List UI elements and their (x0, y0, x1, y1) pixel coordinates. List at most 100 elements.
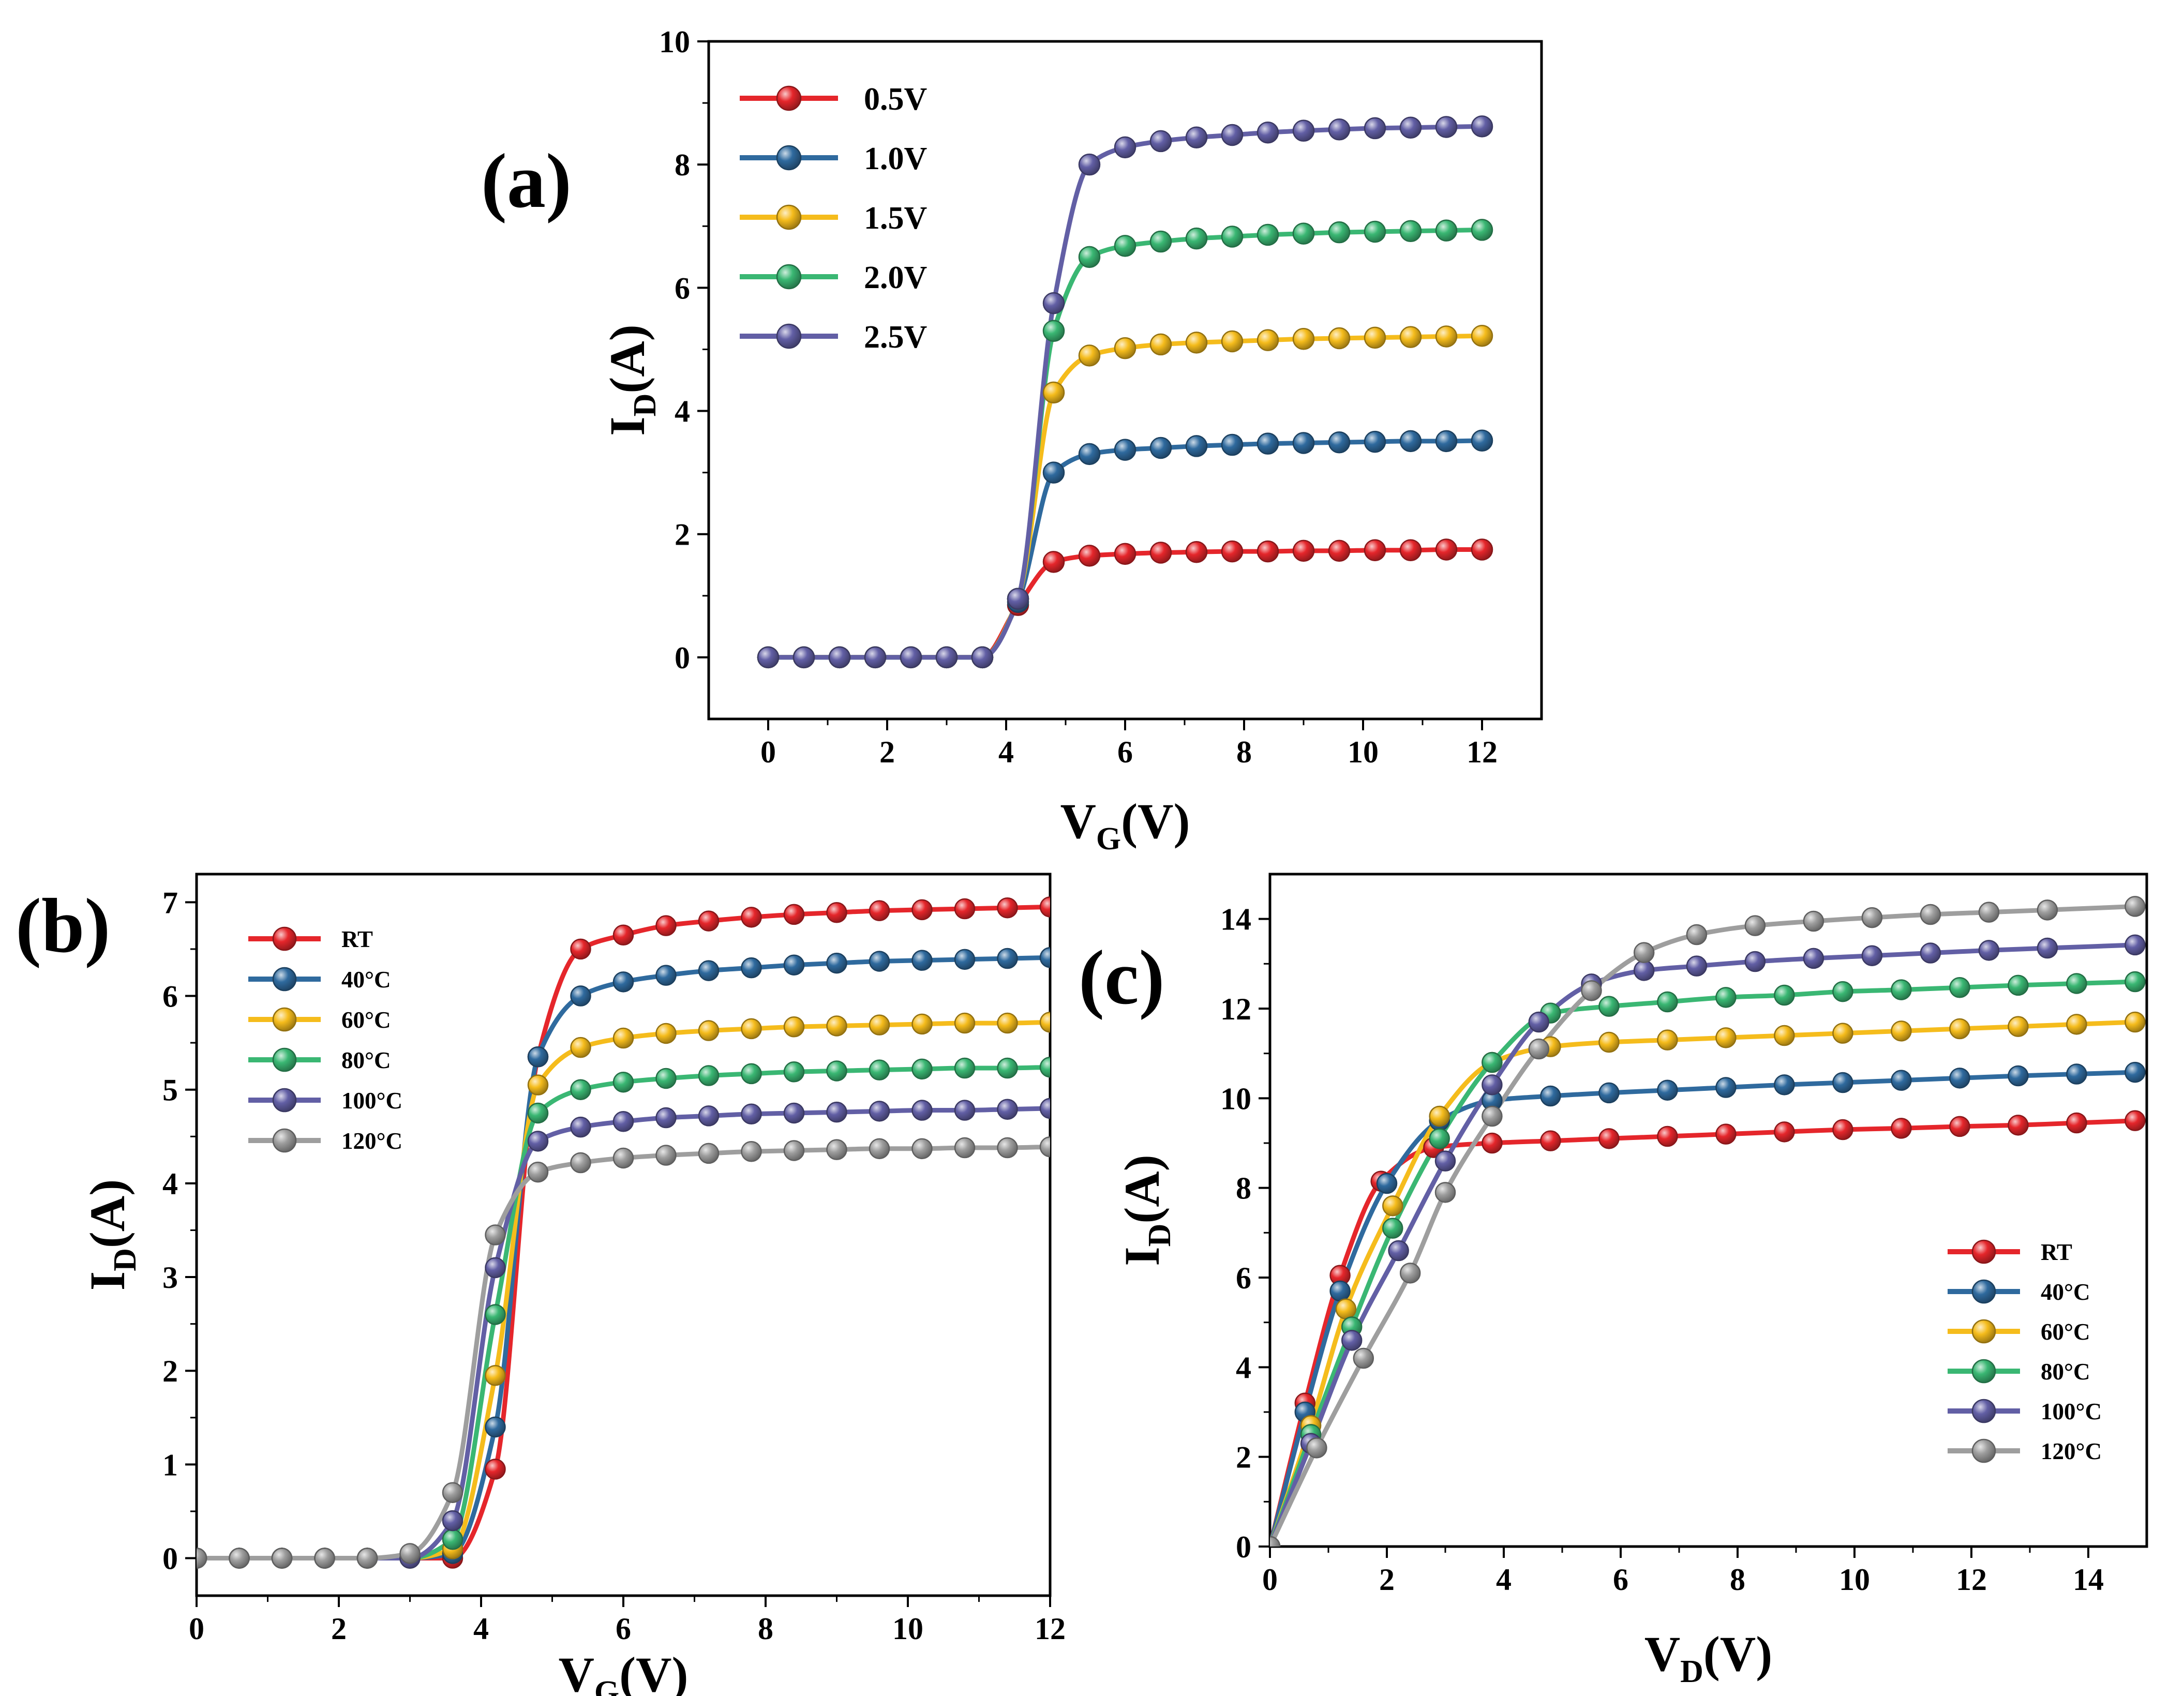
plot-frame (1268, 873, 2148, 1548)
data-point (1657, 991, 1678, 1013)
data-point (1149, 333, 1172, 356)
x-axis-title: VG(V) (559, 1647, 689, 1696)
data-point (1042, 551, 1065, 573)
legend: RT 40°C 60°C 80°C 100°C 120°C (248, 926, 402, 1154)
data-point (485, 1416, 506, 1438)
data-point (1920, 942, 1941, 964)
data-point (1078, 246, 1101, 268)
x-tick-label: 12 (1035, 1612, 1066, 1646)
data-point (1482, 1105, 1503, 1127)
data-point (527, 1074, 549, 1095)
data-point (911, 1100, 933, 1121)
x-tick-label: 10 (892, 1612, 923, 1646)
y-tick-label: 0 (675, 641, 690, 675)
data-point (1528, 1038, 1550, 1060)
data-point (1540, 1085, 1561, 1107)
x-tick-label: 2 (331, 1612, 347, 1646)
data-point (954, 1137, 976, 1159)
data-point (1744, 951, 1766, 972)
y-tick-label: 12 (1220, 992, 1251, 1026)
data-point (1832, 981, 1853, 1002)
data-point (655, 1068, 677, 1089)
data-point (271, 1548, 293, 1569)
data-point (741, 957, 762, 979)
data-point (698, 910, 720, 932)
series-line-80°C (1270, 979, 2135, 1547)
y-tick-label: 10 (659, 25, 690, 59)
data-point (741, 907, 762, 928)
legend-marker (776, 323, 802, 349)
legend-label: 1.0V (864, 141, 928, 176)
y-tick-label: 7 (162, 885, 178, 920)
data-point (1978, 940, 2000, 961)
data-point (1978, 902, 2000, 923)
legend-marker (1971, 1438, 1996, 1463)
data-point (2066, 1112, 2087, 1134)
data-point (1774, 1025, 1795, 1046)
data-point (399, 1543, 421, 1564)
data-point (527, 1131, 549, 1152)
data-point (570, 985, 591, 1007)
data-point (1078, 443, 1101, 466)
data-point (954, 1012, 976, 1034)
y-tick-label: 0 (1236, 1530, 1251, 1564)
data-point (612, 924, 634, 946)
data-point (485, 1224, 506, 1245)
data-point (527, 1102, 549, 1124)
data-point (1633, 960, 1655, 981)
data-point (1715, 1077, 1737, 1098)
data-point (2037, 937, 2058, 959)
data-point (783, 1061, 805, 1083)
data-point (1399, 430, 1422, 453)
data-point (971, 646, 994, 669)
data-point (1399, 539, 1422, 561)
data-point (570, 1079, 591, 1100)
data-point (1221, 226, 1244, 248)
data-point (869, 951, 890, 972)
data-point (442, 1482, 463, 1503)
data-point (1221, 124, 1244, 146)
series-line-60°C (1270, 1019, 2135, 1547)
data-point (869, 1101, 890, 1122)
data-point (1149, 230, 1172, 253)
y-axis-title: ID(A) (600, 324, 663, 436)
legend-marker (1971, 1359, 1996, 1384)
data-point (655, 1145, 677, 1166)
legend-marker (1971, 1319, 1996, 1344)
data-point (1329, 1280, 1351, 1302)
data-point (1435, 538, 1458, 561)
data-point (485, 1459, 506, 1480)
data-point (1774, 1074, 1795, 1095)
data-point (2066, 1014, 2087, 1035)
data-point (1399, 116, 1422, 139)
data-point (869, 1138, 890, 1160)
data-point (954, 1100, 976, 1121)
data-point (1039, 1012, 1050, 1033)
data-point (1364, 220, 1386, 243)
x-tick-label: 0 (189, 1612, 204, 1646)
legend: RT 40°C 60°C 80°C 100°C 120°C (1948, 1239, 2102, 1464)
data-point (792, 646, 815, 669)
data-point (1328, 118, 1351, 141)
legend-label: 120°C (2041, 1438, 2102, 1464)
data-point (1803, 910, 1824, 932)
data-point (869, 1059, 890, 1080)
data-point (1185, 435, 1208, 457)
series-line-100°C (197, 1106, 1050, 1561)
data-point (2125, 971, 2146, 993)
data-point (1364, 430, 1386, 453)
data-point (1256, 223, 1279, 246)
y-tick-label: 4 (162, 1167, 178, 1201)
data-point (485, 1304, 506, 1325)
x-tick-label: 6 (1613, 1563, 1628, 1597)
legend-marker (272, 926, 297, 951)
data-point (2066, 1063, 2087, 1085)
data-point (570, 1152, 591, 1174)
data-point (1292, 539, 1315, 562)
data-point (1078, 153, 1101, 176)
data-point (612, 1147, 634, 1169)
data-point (1114, 235, 1136, 257)
y-tick-label: 2 (1236, 1440, 1251, 1475)
